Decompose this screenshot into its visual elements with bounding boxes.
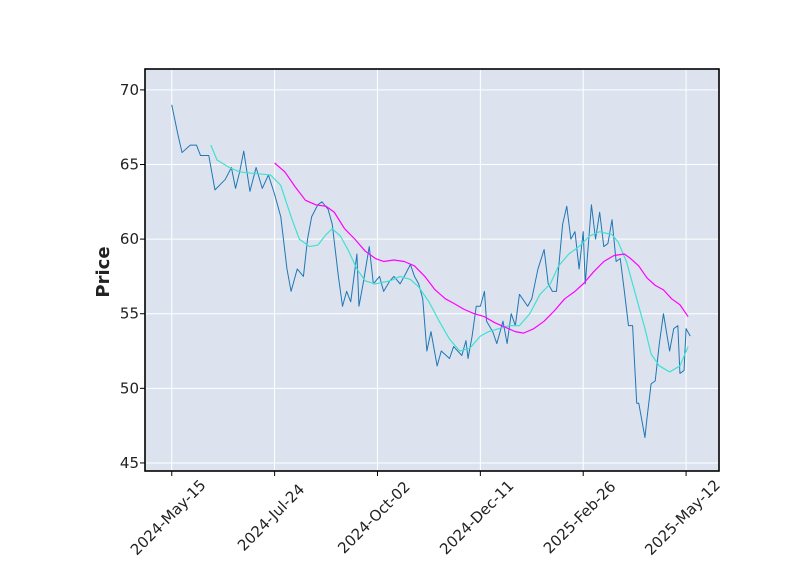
grid — [145, 69, 719, 471]
y-tick-label: 45 — [120, 454, 139, 472]
plot-area — [145, 69, 719, 471]
y-tick-label: 55 — [120, 305, 139, 323]
x-tick-label: 2024-May-15 — [127, 476, 210, 559]
x-tick-label: 2025-May-12 — [641, 476, 724, 559]
x-tick-label: 2024-Jul-24 — [234, 480, 308, 554]
price-line — [274, 162, 689, 334]
y-axis-label: Price — [93, 246, 114, 297]
y-tick-label: 50 — [120, 379, 139, 397]
marks — [171, 104, 691, 439]
x-tick-label: 2024-Oct-02 — [334, 478, 414, 558]
plot-frame — [144, 68, 720, 472]
x-tick-label: 2025-Feb-26 — [540, 478, 620, 558]
price-line — [210, 144, 689, 373]
x-tick-label: 2024-Dec-11 — [436, 477, 517, 558]
y-tick-label: 70 — [120, 81, 139, 99]
y-tick-label: 60 — [120, 230, 139, 248]
y-tick-label: 65 — [120, 156, 139, 174]
price-line — [171, 104, 691, 439]
